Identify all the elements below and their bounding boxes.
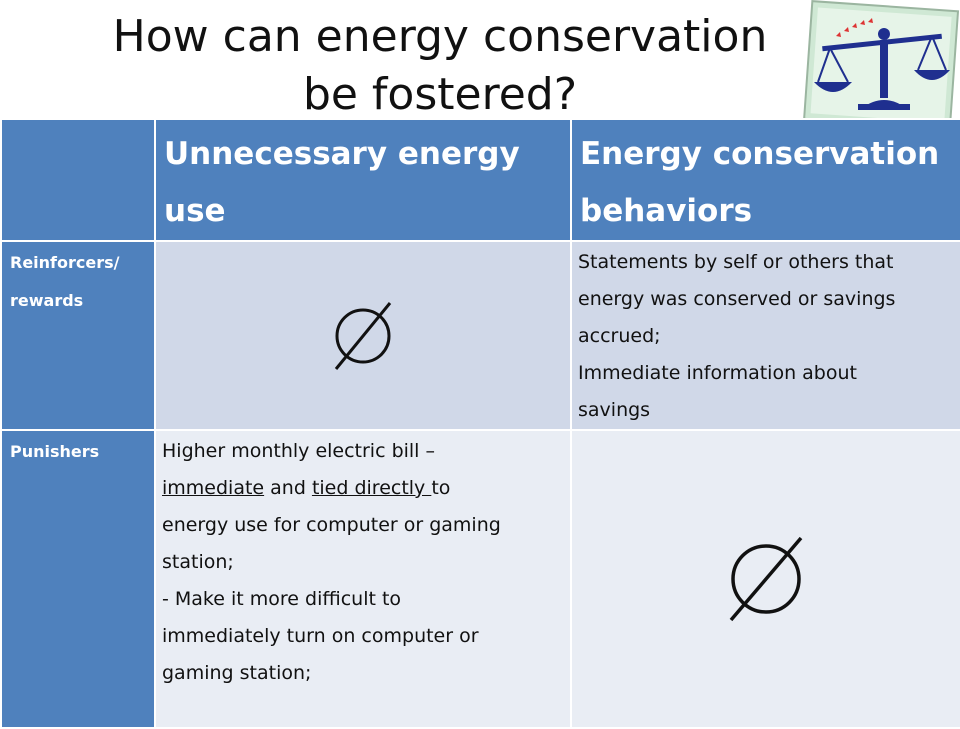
punisher-text-line-4: station; xyxy=(162,551,234,573)
punisher-text-line-2-end: to xyxy=(431,477,451,499)
table-row-reinforcers: Reinforcers/ rewards Statements by self … xyxy=(0,240,960,431)
slide-title: How can energy conservation be fostered? xyxy=(60,8,820,124)
punisher-underlined-immediate: immediate xyxy=(162,477,265,499)
header-energy-conservation-behaviors: Energy conservation behaviors xyxy=(570,118,960,242)
header-col1-line-2: use xyxy=(164,193,226,229)
cell-punishers-conservation-behaviors xyxy=(570,429,960,729)
row-label-punishers: Punishers xyxy=(0,429,156,729)
slide-title-line-1: How can energy conservation xyxy=(112,11,768,62)
reinforcement-table: Unnecessary energy use Energy conservati… xyxy=(0,118,960,729)
table-row-punishers: Punishers Higher monthly electric bill –… xyxy=(0,429,960,729)
punisher-text-line-1: Higher monthly electric bill – xyxy=(162,440,436,462)
cell-punishers-unnecessary-use: Higher monthly electric bill – immediate… xyxy=(154,429,572,729)
balance-scale-icon xyxy=(803,0,960,131)
punisher-text-line-2-mid: and xyxy=(264,477,312,499)
header-col1-line-1: Unnecessary energy xyxy=(164,136,520,172)
reinforcer-text-line-1: Statements by self or others that xyxy=(578,251,894,273)
punisher-text-line-7: gaming station; xyxy=(162,662,312,684)
row-label-reinforcers: Reinforcers/ rewards xyxy=(0,240,156,431)
reinforcer-text-line-2: energy was conserved or savings xyxy=(578,288,896,310)
slide-title-line-2: be fostered? xyxy=(302,69,578,120)
reinforcer-text-line-3: accrued; xyxy=(578,325,661,347)
header-unnecessary-energy-use: Unnecessary energy use xyxy=(154,118,572,242)
punisher-underlined-tied-directly: tied directly xyxy=(311,477,432,499)
row-label-reinforcers-line-1: Reinforcers/ xyxy=(10,253,120,272)
punisher-text-line-3: energy use for computer or gaming xyxy=(162,514,501,536)
row-label-reinforcers-line-2: rewards xyxy=(10,291,84,310)
reinforcer-text-line-4: Immediate information about xyxy=(578,362,857,384)
row-label-punishers-text: Punishers xyxy=(10,442,100,461)
empty-set-icon xyxy=(334,301,392,370)
header-corner-cell xyxy=(0,118,156,242)
table-header-row: Unnecessary energy use Energy conservati… xyxy=(0,118,960,242)
punisher-text-line-5: - Make it more difficult to xyxy=(162,588,402,610)
cell-reinforcers-unnecessary-use xyxy=(154,240,572,431)
cell-reinforcers-conservation-behaviors: Statements by self or others that energy… xyxy=(570,240,960,431)
header-col2-line-2: behaviors xyxy=(580,193,753,229)
empty-set-icon xyxy=(729,536,803,622)
reinforcer-text-line-5: savings xyxy=(578,399,651,421)
punisher-text-line-6: immediately turn on computer or xyxy=(162,625,479,647)
header-col2-line-1: Energy conservation xyxy=(580,136,940,172)
